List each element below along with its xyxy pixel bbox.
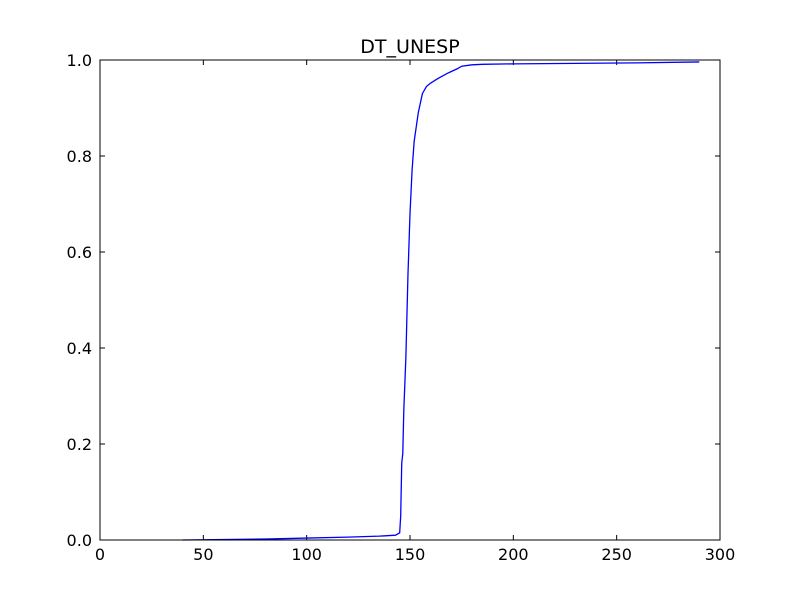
x-tick-label: 200 <box>498 545 529 564</box>
y-tick-label: 0.4 <box>67 339 92 358</box>
x-tick-label: 0 <box>95 545 105 564</box>
y-tick-label: 0.0 <box>67 531 92 550</box>
y-tick-labels: 0.0 0.2 0.4 0.6 0.8 1.0 <box>67 51 92 550</box>
series-line <box>182 61 700 541</box>
y-tick-label: 0.8 <box>67 147 92 166</box>
x-tick-label: 50 <box>193 545 213 564</box>
x-tick-label: 300 <box>705 545 736 564</box>
y-tick-label: 1.0 <box>67 51 92 70</box>
y-tick-label: 0.6 <box>67 243 92 262</box>
x-tick-label: 250 <box>601 545 632 564</box>
x-tick-label: 150 <box>395 545 426 564</box>
x-tick-label: 100 <box>291 545 322 564</box>
plot-frame <box>99 59 721 541</box>
chart-title: DT_UNESP <box>360 36 459 58</box>
x-tick-labels: 0 50 100 150 200 250 300 <box>95 545 735 564</box>
y-tick-label: 0.2 <box>67 435 92 454</box>
